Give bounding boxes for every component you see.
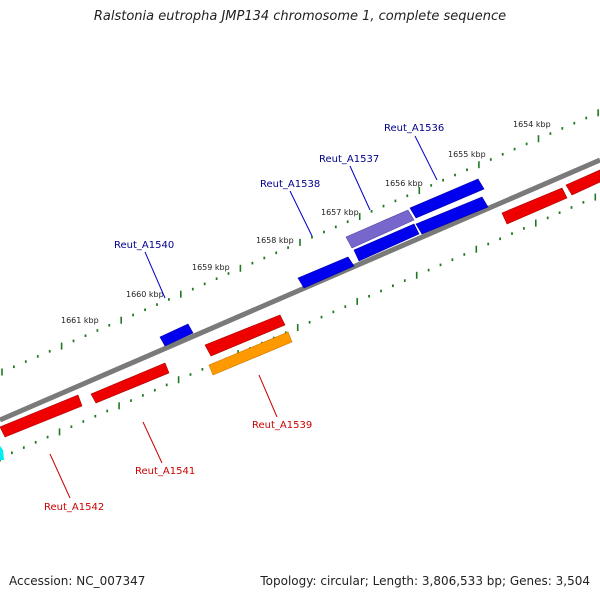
label-reut-a1541[interactable]: Reut_A1541: [135, 466, 195, 477]
kbp-label-1659: 1659 kbp: [192, 263, 230, 272]
leader-reut-a1541: [142, 421, 163, 464]
leader-reut-a1542: [49, 453, 71, 499]
gene-reut-a1540[interactable]: [159, 323, 194, 347]
topology-text: Topology: circular; Length: 3,806,533 bp…: [260, 574, 590, 588]
gene-reut-a1537[interactable]: [345, 209, 415, 249]
gene-rev-mid[interactable]: [204, 314, 286, 357]
label-reut-a1537[interactable]: Reut_A1537: [319, 154, 379, 165]
kbp-label-1661: 1661 kbp: [61, 316, 99, 325]
kbp-label-1656: 1656 kbp: [385, 179, 423, 188]
gene-cyan-edge[interactable]: [0, 446, 4, 460]
kbp-label-1654: 1654 kbp: [513, 120, 551, 129]
label-reut-a1538[interactable]: Reut_A1538: [260, 179, 320, 190]
accession-text: Accession: NC_007347: [9, 574, 146, 588]
leader-reut-a1539: [258, 374, 278, 418]
reverse-genes: [0, 169, 600, 460]
kbp-label-1658: 1658 kbp: [256, 236, 294, 245]
gene-reut-a1539[interactable]: [208, 331, 293, 376]
gene-rev-right[interactable]: [501, 187, 568, 225]
leader-reut-a1537: [349, 165, 371, 211]
gene-leaders: [49, 135, 438, 499]
leader-reut-a1540: [144, 251, 166, 299]
chromosome-backbone: [0, 157, 600, 423]
gene-reut-a1538[interactable]: [353, 223, 420, 262]
label-reut-a1536[interactable]: Reut_A1536: [384, 123, 444, 134]
outer-tick-track: [1, 109, 599, 376]
kbp-labels: 1654 kbp 1655 kbp 1656 kbp 1657 kbp 1658…: [61, 120, 551, 325]
gene-fwd-a[interactable]: [415, 196, 489, 235]
gene-labels: Reut_A1536 Reut_A1537 Reut_A1538 Reut_A1…: [44, 123, 444, 513]
gene-reut-a1541[interactable]: [90, 362, 170, 404]
leader-reut-a1538: [289, 190, 313, 237]
gene-rev-far-right[interactable]: [565, 169, 600, 196]
map-title: Ralstonia eutropha JMP134 chromosome 1, …: [93, 9, 507, 24]
kbp-label-1660: 1660 kbp: [126, 290, 164, 299]
forward-genes: [159, 178, 489, 347]
gene-reut-a1536[interactable]: [409, 178, 485, 219]
kbp-label-1657: 1657 kbp: [321, 208, 359, 217]
label-reut-a1542[interactable]: Reut_A1542: [44, 502, 104, 513]
label-reut-a1539[interactable]: Reut_A1539: [252, 420, 312, 431]
gene-reut-a1542[interactable]: [0, 394, 83, 438]
leader-reut-a1536: [414, 135, 438, 181]
label-reut-a1540[interactable]: Reut_A1540: [114, 240, 174, 251]
gene-fwd-b[interactable]: [297, 256, 355, 289]
kbp-label-1655: 1655 kbp: [448, 150, 486, 159]
